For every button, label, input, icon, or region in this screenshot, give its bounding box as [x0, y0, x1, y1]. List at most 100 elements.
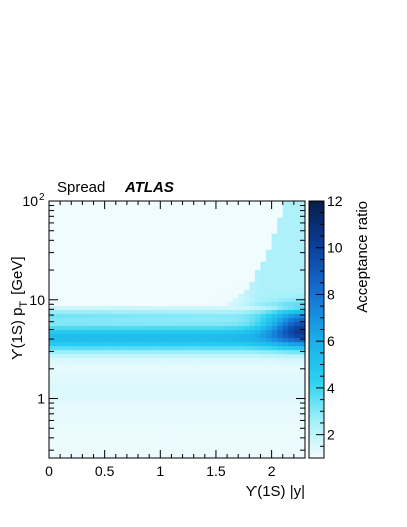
colorbar-tick-label: 6 — [327, 333, 335, 349]
heatmap-cell — [249, 389, 256, 395]
heatmap-cell — [221, 433, 228, 439]
heatmap-cell — [282, 385, 289, 391]
heatmap-cell — [266, 413, 273, 419]
heatmap-cell — [260, 401, 267, 407]
heatmap-cell — [210, 301, 217, 307]
heatmap-cell — [138, 365, 145, 371]
heatmap-cell — [154, 313, 161, 319]
heatmap-cell — [232, 285, 239, 290]
heatmap-cell — [76, 237, 83, 242]
heatmap-cell — [177, 397, 184, 403]
heatmap-cell — [260, 445, 267, 451]
heatmap-cell — [138, 297, 145, 302]
heatmap-cell — [171, 369, 178, 375]
heatmap-cell — [165, 389, 173, 395]
heatmap-cell — [126, 393, 134, 399]
heatmap-cell — [238, 425, 245, 431]
heatmap-cell — [143, 437, 150, 443]
heatmap-cell — [60, 225, 67, 230]
heatmap-cell — [232, 381, 239, 387]
heatmap-cell — [227, 249, 234, 254]
heatmap-cell — [49, 241, 56, 246]
heatmap-cell — [271, 385, 278, 391]
heatmap-cell — [115, 249, 122, 254]
heatmap-cell — [221, 369, 228, 375]
heatmap-cell — [288, 249, 295, 254]
heatmap-cell — [99, 309, 106, 315]
heatmap-cell — [271, 413, 278, 419]
heatmap-cell — [154, 421, 161, 427]
heatmap-cell — [238, 353, 245, 359]
heatmap-cell — [49, 449, 56, 455]
heatmap-cell — [143, 361, 150, 367]
heatmap-cell — [126, 449, 134, 455]
heatmap-cell — [254, 249, 262, 254]
heatmap-cell — [249, 253, 256, 258]
heatmap-cell — [65, 205, 72, 210]
heatmap-cell — [99, 297, 106, 302]
heatmap-cell — [293, 209, 301, 214]
heatmap-cell — [299, 361, 306, 367]
heatmap-cell — [193, 261, 200, 266]
heatmap-cell — [293, 225, 301, 230]
heatmap-cell — [210, 237, 217, 242]
heatmap-cell — [243, 221, 250, 226]
heatmap-cell — [288, 237, 295, 242]
heatmap-cell — [199, 253, 206, 258]
heatmap-cell — [138, 349, 145, 355]
heatmap-cell — [260, 417, 267, 423]
heatmap-cell — [293, 333, 301, 339]
heatmap-cell — [277, 277, 284, 282]
heatmap-cell — [232, 429, 239, 435]
heatmap-cell — [82, 453, 89, 459]
heatmap-cell — [99, 285, 106, 290]
heatmap-cell — [54, 413, 61, 419]
heatmap-cell — [182, 321, 189, 327]
heatmap-cell — [182, 373, 189, 379]
heatmap-cell — [260, 357, 267, 363]
heatmap-cell — [238, 325, 245, 331]
heatmap-cell — [282, 369, 289, 375]
heatmap-cell — [193, 265, 200, 270]
heatmap-cell — [277, 333, 284, 339]
heatmap-cell — [188, 237, 195, 242]
heatmap-cell — [49, 309, 56, 315]
heatmap-cell — [266, 409, 273, 415]
heatmap-cell — [76, 401, 83, 407]
heatmap-cell — [188, 297, 195, 302]
heatmap-cell — [93, 273, 100, 278]
heatmap-cell — [299, 385, 306, 391]
heatmap-cell — [143, 313, 150, 319]
heatmap-cell — [210, 317, 217, 323]
heatmap-cell — [71, 241, 78, 246]
heatmap-cell — [65, 261, 72, 266]
heatmap-cell — [93, 385, 100, 391]
heatmap-cell — [143, 229, 150, 234]
heatmap-cell — [249, 237, 256, 242]
heatmap-cell — [87, 201, 95, 206]
heatmap-cell — [60, 265, 67, 270]
heatmap-cell — [215, 321, 223, 327]
heatmap-cell — [82, 201, 89, 206]
heatmap-cell — [288, 285, 295, 290]
heatmap-cell — [60, 425, 67, 431]
heatmap-cell — [126, 437, 134, 443]
heatmap-cell — [232, 453, 239, 459]
heatmap-cell — [266, 265, 273, 270]
heatmap-cell — [104, 289, 111, 294]
heatmap-cell — [132, 429, 139, 435]
heatmap-cell — [154, 325, 161, 331]
heatmap-cell — [160, 417, 167, 423]
heatmap-cell — [232, 265, 239, 270]
heatmap-cell — [60, 309, 67, 315]
heatmap-cell — [149, 425, 156, 431]
heatmap-cell — [93, 397, 100, 403]
heatmap-cell — [87, 225, 95, 230]
heatmap-cell — [87, 437, 95, 443]
heatmap-cell — [121, 417, 128, 423]
heatmap-cell — [93, 293, 100, 298]
heatmap-cell — [99, 289, 106, 294]
heatmap-cell — [271, 365, 278, 371]
heatmap-cell — [271, 265, 278, 270]
heatmap-cell — [121, 329, 128, 335]
